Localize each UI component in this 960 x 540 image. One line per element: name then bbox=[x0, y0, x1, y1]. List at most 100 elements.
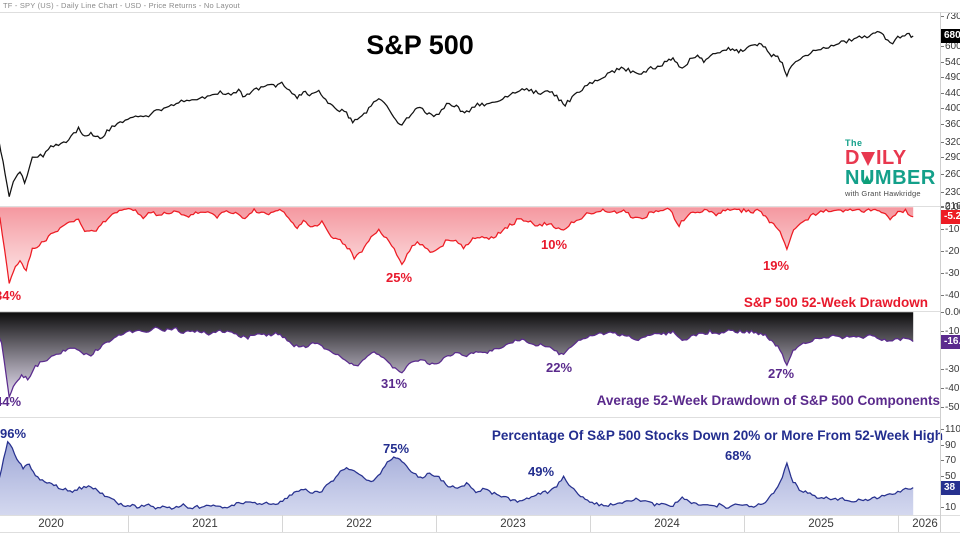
panel-separator bbox=[0, 12, 960, 13]
data-annotation: 75% bbox=[383, 441, 410, 456]
y-axis-label: 440 bbox=[940, 88, 960, 99]
tick-mark bbox=[940, 229, 944, 230]
tick-mark bbox=[940, 251, 944, 252]
y-axis-label: 10 bbox=[940, 502, 956, 513]
panel-separator bbox=[0, 515, 960, 516]
data-annotation: 19% bbox=[763, 258, 790, 273]
area-fill bbox=[0, 441, 914, 515]
x-axis-year-label: 2021 bbox=[192, 518, 218, 530]
series-line bbox=[0, 30, 914, 197]
logo-number-rest: MBER bbox=[874, 167, 936, 189]
y-axis-label: 70 bbox=[940, 455, 956, 466]
series-line bbox=[0, 207, 914, 284]
x-axis-year-label: 2023 bbox=[500, 518, 526, 530]
y-axis-label: 320 bbox=[940, 137, 960, 148]
logo-the: The bbox=[845, 138, 863, 148]
tick-mark bbox=[940, 62, 944, 64]
up-arrow-icon bbox=[863, 175, 872, 184]
y-axis-label: 540 bbox=[940, 57, 960, 68]
logo-number: N U MBER bbox=[845, 168, 953, 188]
logo-number-u: U bbox=[859, 167, 875, 189]
data-annotation: 34% bbox=[0, 288, 22, 303]
tick-mark bbox=[940, 331, 944, 332]
tick-mark bbox=[940, 295, 944, 296]
logo-daily-rest: ILY bbox=[875, 147, 907, 169]
panel-separator bbox=[0, 311, 940, 312]
x-axis-year-label: 2020 bbox=[38, 518, 64, 530]
data-annotation: 22% bbox=[546, 360, 573, 375]
chart-panel-4[interactable] bbox=[0, 417, 960, 515]
chart-panel-2[interactable] bbox=[0, 206, 960, 311]
tick-mark bbox=[940, 142, 944, 143]
tick-mark bbox=[940, 124, 944, 126]
y-axis-label: -30.00% bbox=[940, 268, 960, 279]
tick-mark bbox=[940, 444, 944, 446]
y-axis-label: 290 bbox=[940, 152, 960, 163]
tick-mark bbox=[940, 76, 944, 78]
series-line bbox=[0, 326, 914, 400]
panel-separator bbox=[0, 532, 960, 533]
tick-mark bbox=[940, 388, 944, 389]
x-axis-year-label: 2026 bbox=[912, 518, 938, 530]
year-tick bbox=[128, 515, 129, 532]
y-axis-label: 0.00% bbox=[940, 202, 960, 213]
y-axis-label: 600 bbox=[940, 41, 960, 52]
data-annotation: 68% bbox=[725, 448, 752, 463]
tick-mark bbox=[940, 206, 944, 208]
tick-mark bbox=[940, 429, 944, 431]
tick-mark bbox=[940, 312, 944, 313]
panel-title: Average 52-Week Drawdown of S&P 500 Comp… bbox=[596, 393, 940, 408]
y-axis-label: 260 bbox=[940, 169, 960, 180]
tick-mark bbox=[940, 506, 944, 508]
area-fill bbox=[0, 207, 914, 284]
y-axis-label: 730 bbox=[940, 11, 960, 22]
tick-mark bbox=[940, 273, 944, 274]
y-axis-label: 230 bbox=[940, 187, 960, 198]
x-axis-year-label: 2025 bbox=[808, 518, 834, 530]
data-annotation: 96% bbox=[0, 426, 27, 441]
panel-title: S&P 500 bbox=[366, 30, 474, 60]
tick-mark bbox=[940, 475, 944, 477]
y-axis-label: -30.00% bbox=[940, 364, 960, 375]
tick-mark bbox=[940, 107, 944, 109]
down-arrow-icon bbox=[860, 151, 875, 166]
year-tick bbox=[590, 515, 591, 532]
tick-mark bbox=[940, 173, 944, 175]
titlebar-text: TF - SPY (US) - Daily Line Chart - USD -… bbox=[3, 1, 240, 10]
data-annotation: 25% bbox=[386, 270, 413, 285]
y-axis-label: -40.00% bbox=[940, 290, 960, 301]
year-tick bbox=[436, 515, 437, 532]
logo-number-n: N bbox=[845, 167, 860, 189]
panel-title: Percentage Of S&P 500 Stocks Down 20% or… bbox=[491, 428, 943, 443]
tick-mark bbox=[940, 93, 944, 95]
series-line bbox=[0, 440, 914, 510]
titlebar: TF - SPY (US) - Daily Line Chart - USD -… bbox=[3, 1, 240, 10]
tick-mark bbox=[940, 192, 944, 194]
current-value-box: -16.4% bbox=[941, 334, 960, 349]
tick-mark bbox=[940, 157, 944, 159]
year-tick bbox=[282, 515, 283, 532]
x-axis-year-label: 2022 bbox=[346, 518, 372, 530]
y-axis-label: 360 bbox=[940, 119, 960, 130]
y-axis-label: 400 bbox=[940, 103, 960, 114]
tick-mark bbox=[940, 460, 944, 462]
data-annotation: 49% bbox=[528, 464, 555, 479]
current-value-box: 680 bbox=[941, 29, 960, 43]
current-value-box: 38 bbox=[941, 480, 960, 495]
tick-mark bbox=[940, 207, 944, 208]
y-axis-label: 490 bbox=[940, 72, 960, 83]
y-axis-line bbox=[940, 12, 941, 532]
tick-mark bbox=[940, 46, 944, 48]
data-annotation: 10% bbox=[541, 237, 568, 252]
chart-panel-1[interactable] bbox=[0, 12, 960, 206]
logo-tagline: with Grant Hawkridge bbox=[845, 189, 921, 198]
y-axis-label: 50 bbox=[940, 471, 956, 482]
y-axis-label: -40.00% bbox=[940, 383, 960, 394]
chart-panel-3[interactable] bbox=[0, 311, 960, 417]
y-axis-label: -20.00% bbox=[940, 246, 960, 257]
tick-mark bbox=[940, 369, 944, 370]
x-axis-year-label: 2024 bbox=[654, 518, 680, 530]
y-axis-label: -10.00% bbox=[940, 224, 960, 235]
panel-separator bbox=[0, 417, 940, 418]
